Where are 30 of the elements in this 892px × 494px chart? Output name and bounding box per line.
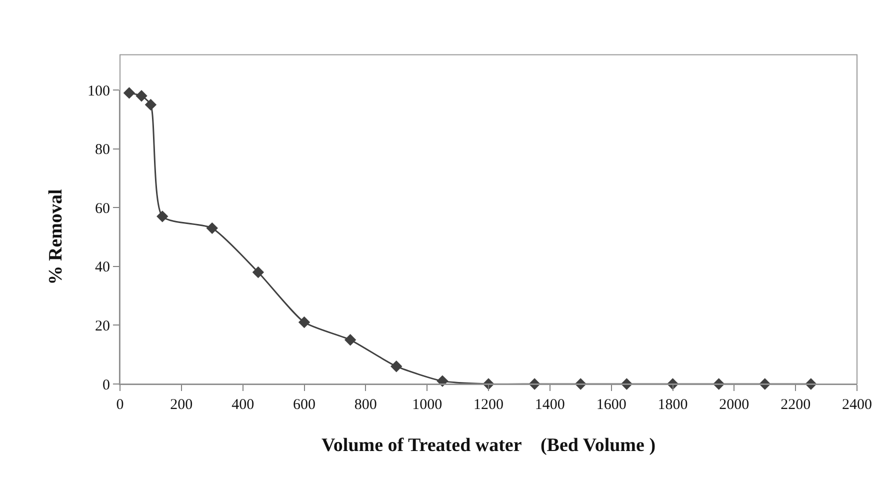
point	[344, 334, 356, 346]
y-tick-label: 80	[95, 142, 110, 158]
x-axis-title: Volume of Treated water (Bed Volume )	[321, 434, 656, 456]
x-tick-label: 2000	[719, 397, 750, 413]
x-tick-label: 1600	[596, 397, 626, 413]
x-tick-label: 2200	[780, 397, 811, 413]
point	[136, 90, 148, 102]
x-tick-label: 0	[116, 397, 124, 413]
point	[252, 266, 264, 278]
x-tick-label: 1400	[534, 397, 565, 413]
x-tick-label: 2400	[842, 397, 872, 413]
point	[144, 98, 157, 111]
y-tick-label: 100	[88, 83, 110, 100]
point	[298, 316, 310, 328]
point	[123, 87, 136, 99]
point	[206, 222, 218, 234]
point	[156, 210, 168, 222]
x-tick-label: 400	[232, 397, 254, 413]
x-tick-label: 600	[293, 397, 316, 413]
x-tick-label: 200	[170, 397, 193, 413]
y-tick-label: 60	[95, 200, 110, 217]
y-tick-label: 40	[95, 260, 110, 276]
point	[390, 360, 402, 372]
y-tick-label: 20	[95, 318, 110, 334]
x-tick-label: 1800	[658, 397, 688, 413]
x-tick-label: 800	[354, 397, 377, 413]
x-tick-label: 1200	[474, 397, 504, 413]
y-axis-title: % Removal	[45, 189, 66, 285]
x-tick-label: 1000	[412, 397, 442, 413]
y-tick-label: 0	[102, 377, 110, 394]
